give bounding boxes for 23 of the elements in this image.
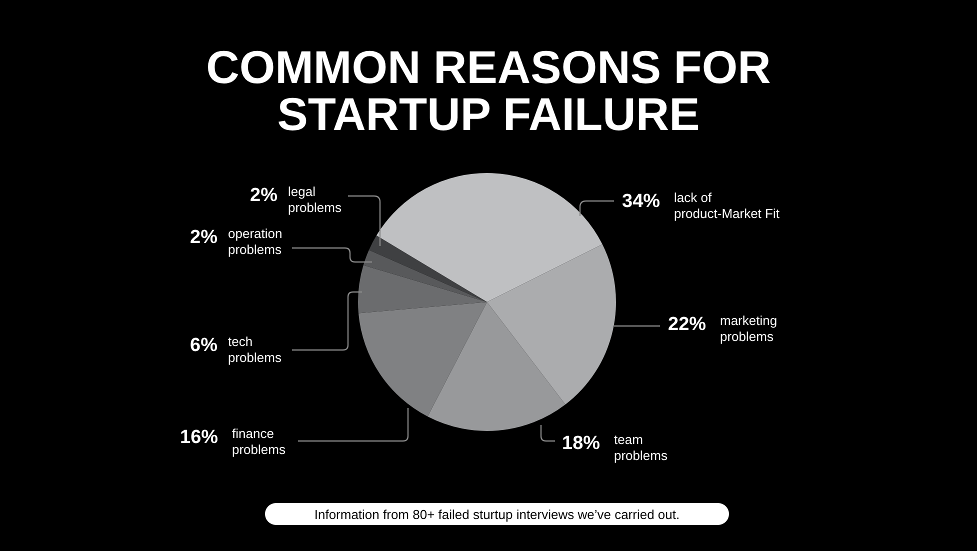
- text: Information from 80+ failed sturtup interviews we’ve carried out.: [314, 507, 680, 522]
- pie-slice: [368, 236, 487, 302]
- pie-slice: [358, 302, 487, 417]
- pie-slice: [428, 302, 566, 431]
- data-label: 22%: [668, 314, 706, 335]
- slice-label: tech problems: [228, 334, 282, 365]
- data-label: 2%: [190, 227, 218, 248]
- slice-label: legal problems: [288, 184, 342, 215]
- data-label: 18%: [562, 433, 600, 454]
- data-label: 34%: [622, 191, 660, 212]
- pie-slice: [358, 265, 487, 314]
- pie-slice: [363, 250, 487, 302]
- pie-slice: [487, 244, 616, 404]
- chart-title: COMMON REASONS FOR STARTUP FAILURE: [206, 41, 771, 140]
- data-label: 16%: [180, 427, 218, 448]
- slice-label: operation problems: [228, 226, 282, 257]
- slice-label: lack of product-Market Fit: [674, 190, 780, 221]
- pie-slice: [376, 173, 602, 302]
- data-label: 2%: [250, 185, 278, 206]
- slice-label: marketing problems: [720, 313, 778, 344]
- data-label: 6%: [190, 335, 218, 356]
- slice-label: finance problems: [232, 426, 286, 457]
- slice-label: team problems: [614, 432, 668, 463]
